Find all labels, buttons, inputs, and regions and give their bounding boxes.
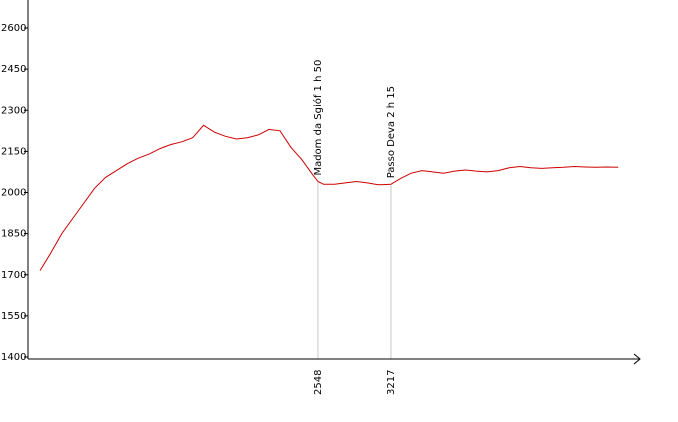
y-tick-label: 2600 (1, 23, 26, 34)
x-tick-label: 2548 (313, 370, 324, 395)
y-tick-label: 1550 (1, 311, 26, 322)
waypoint-markers: Madom da Sgióf 1 h 50 2548 Passo Deva 2 h … (312, 60, 397, 395)
y-tick-label: 1700 (1, 270, 26, 281)
x-tick-label: 3217 (386, 370, 397, 395)
elevation-series (39, 124, 619, 271)
y-axis-ticks: 1400 1550 1700 1850 2000 2150 2300 2450 2600 (1, 23, 28, 363)
y-tick-label: 2000 (1, 188, 26, 199)
waypoint-name-label: Madom da Sgióf 1 h 50 (312, 60, 324, 176)
y-tick-label: 2300 (1, 105, 26, 116)
y-tick-label: 1850 (1, 229, 26, 240)
elevation-line (39, 124, 619, 271)
x-axis-arrow (633, 353, 641, 365)
y-tick-label: 2450 (1, 64, 26, 75)
y-tick-label: 1400 (1, 352, 26, 363)
waypoint-name-label: Passo Deva 2 h 15 (386, 86, 397, 178)
y-tick-label: 2150 (1, 146, 26, 157)
